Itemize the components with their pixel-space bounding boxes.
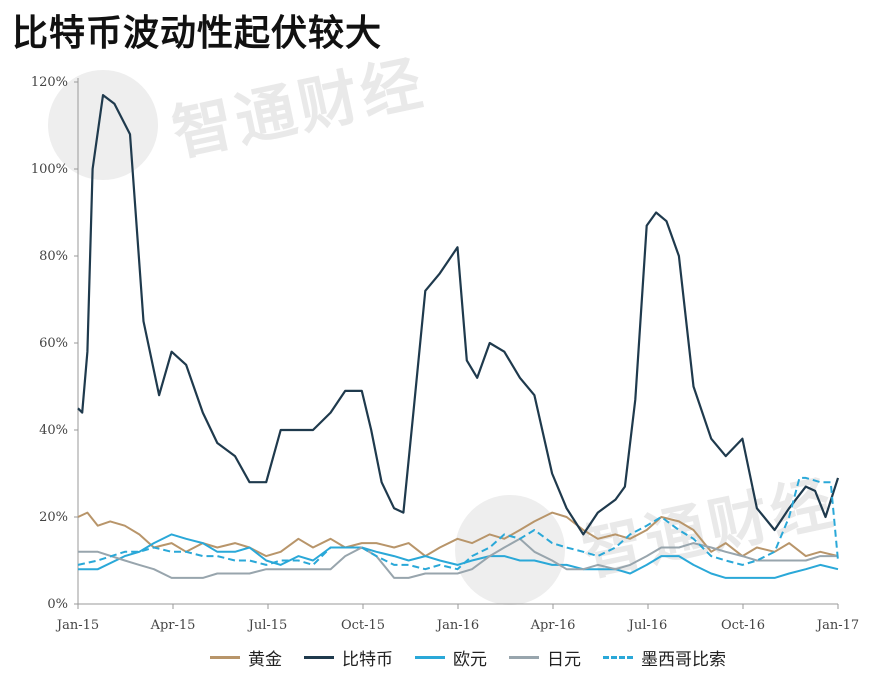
x-tick-label: Jan-16 [435,618,479,633]
series-line-2 [78,533,839,579]
watermark-logo [48,70,158,180]
y-tick-label: 120% [31,75,68,90]
legend-item-bitcoin: 比特币 [304,645,393,670]
x-tick-label: Apr-15 [150,618,196,633]
legend-label-peso: 墨西哥比索 [641,650,726,670]
series-line-4 [77,476,839,571]
y-tick-label: 40% [39,423,68,438]
x-tick-label: Oct-16 [721,618,765,633]
legend-swatch-bitcoin [304,656,334,659]
legend: 黄金 比特币 欧元 日元 墨西哥比索 [210,645,726,670]
chart-title: 比特币波动性起伏较大 [12,13,383,54]
legend-swatch-euro [415,656,445,659]
series-line-3 [78,537,838,579]
y-tick-label: 80% [39,249,68,264]
series-line-1 [77,93,840,536]
y-tick-label: 20% [39,510,68,525]
series-line-0 [77,511,839,558]
legend-swatch-gold [210,656,240,659]
legend-swatch-peso [603,656,633,659]
x-tick-label: Jan-15 [55,618,99,633]
legend-label-yen: 日元 [547,650,581,670]
watermark-logo-2 [455,495,565,605]
x-tick-label: Jan-17 [815,618,859,633]
y-tick-label: 60% [39,336,68,351]
x-tick-label: Jul-15 [247,618,288,633]
legend-item-peso: 墨西哥比索 [603,645,726,670]
legend-item-yen: 日元 [509,645,581,670]
legend-label-gold: 黄金 [248,650,282,670]
x-tick-label: Apr-16 [530,618,576,633]
y-tick-label: 0% [47,597,68,612]
legend-label-euro: 欧元 [453,650,487,670]
legend-item-gold: 黄金 [210,645,282,670]
legend-label-bitcoin: 比特币 [342,650,393,670]
y-tick-label: 100% [31,162,68,177]
x-tick-label: Jul-16 [627,618,668,633]
legend-swatch-yen [509,656,539,659]
x-tick-label: Oct-15 [341,618,385,633]
legend-item-euro: 欧元 [415,645,487,670]
